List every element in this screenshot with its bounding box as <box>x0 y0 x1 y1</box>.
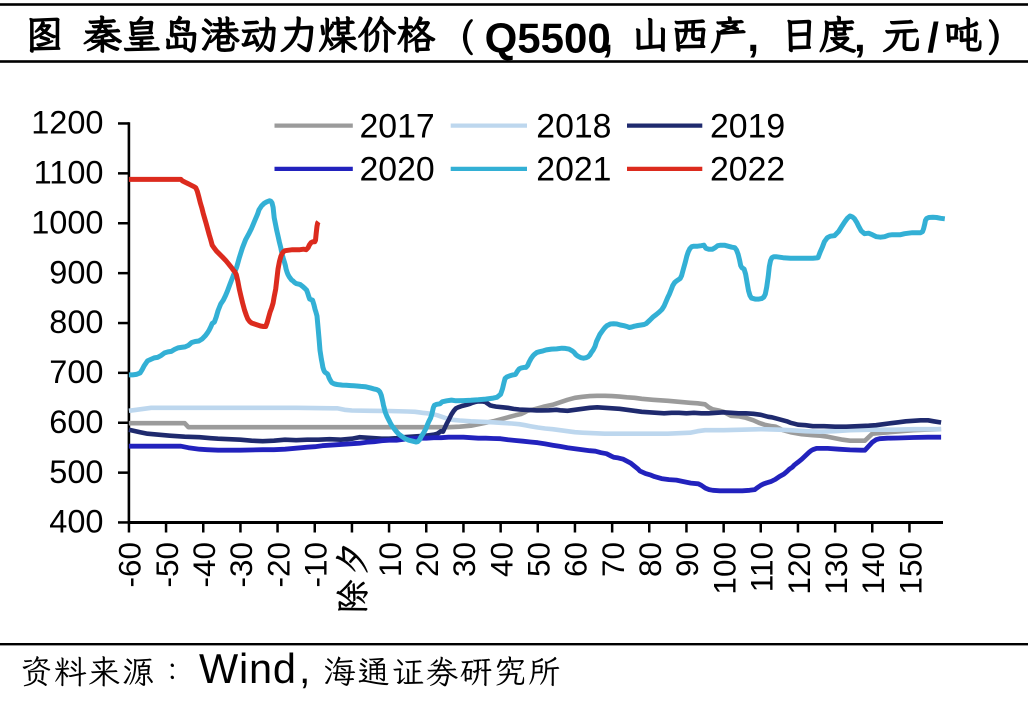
svg-text:-60: -60 <box>112 542 148 588</box>
svg-text:-50: -50 <box>149 542 185 588</box>
svg-text:900: 900 <box>49 254 103 290</box>
svg-text:1200: 1200 <box>31 105 103 141</box>
svg-text:50: 50 <box>521 542 557 577</box>
svg-text:60: 60 <box>558 542 594 577</box>
svg-text:-30: -30 <box>223 542 259 588</box>
svg-text:-40: -40 <box>186 542 222 588</box>
svg-text:120: 120 <box>781 542 817 595</box>
svg-text:2022: 2022 <box>710 151 785 189</box>
svg-text:110: 110 <box>744 542 780 592</box>
svg-text:2018: 2018 <box>536 107 611 145</box>
svg-text:2017: 2017 <box>360 107 435 145</box>
svg-text:1100: 1100 <box>34 155 104 191</box>
svg-text:90: 90 <box>669 542 705 577</box>
svg-text:70: 70 <box>595 542 631 577</box>
svg-text:Q5500: Q5500 <box>485 15 611 62</box>
svg-text:30: 30 <box>446 542 482 577</box>
svg-text:,: , <box>854 13 866 60</box>
svg-text:/: / <box>927 14 939 61</box>
svg-text:2021: 2021 <box>536 151 611 189</box>
svg-text:140: 140 <box>855 542 891 595</box>
svg-text:2019: 2019 <box>710 107 785 145</box>
svg-text:800: 800 <box>49 304 103 340</box>
svg-text:-10: -10 <box>298 542 334 588</box>
svg-text:,: , <box>602 13 614 60</box>
svg-text:130: 130 <box>818 542 854 595</box>
svg-text:10: 10 <box>372 542 408 577</box>
svg-text:100: 100 <box>706 542 742 595</box>
svg-text:400: 400 <box>49 504 103 540</box>
svg-text:150: 150 <box>892 542 928 595</box>
svg-text:,: , <box>299 646 310 692</box>
svg-text:600: 600 <box>49 404 103 440</box>
svg-text:1000: 1000 <box>31 204 103 240</box>
svg-text:,: , <box>747 13 759 60</box>
svg-text:2020: 2020 <box>360 151 435 189</box>
svg-text:40: 40 <box>483 542 519 577</box>
svg-text:Wind: Wind <box>199 645 297 692</box>
svg-text:700: 700 <box>49 354 103 390</box>
svg-text:20: 20 <box>409 542 445 577</box>
svg-text:80: 80 <box>632 542 668 577</box>
svg-text:-20: -20 <box>260 542 296 588</box>
svg-text:500: 500 <box>49 454 103 490</box>
